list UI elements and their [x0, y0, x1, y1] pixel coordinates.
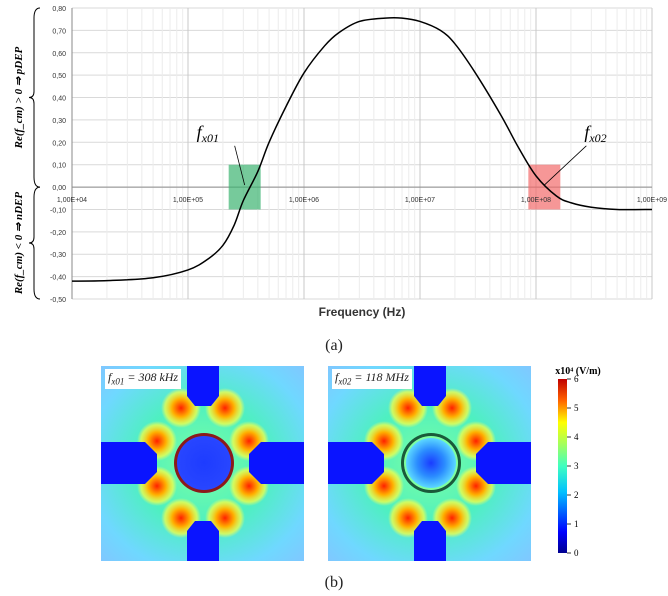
annotation-label-2: fx02	[584, 122, 606, 145]
cell-core	[406, 438, 456, 488]
y-tick-label: 0,30	[52, 118, 66, 125]
x-tick-label: 1,00E+04	[57, 197, 87, 204]
dep-spectrum-chart: -0,50 -0,40 -0,30 -0,20 -0,10 0,00 0,10 0,20 0,3…	[13, 6, 667, 319]
annotation-box-1	[228, 164, 261, 210]
y-tick-label: 0,70	[52, 28, 66, 35]
x-tick-label: 1,00E+06	[289, 197, 319, 204]
chart-grid	[71, 7, 653, 300]
colorbar-ticks: 0 1 2 3 4 5 6	[567, 374, 579, 558]
x-tick-label: 1,00E+05	[173, 197, 203, 204]
field-map-1: fx01 = 308 kHz	[101, 366, 304, 561]
tick-labels: -0,50 -0,40 -0,30 -0,20 -0,10 0,00 0,10 0,20 0,3…	[50, 6, 667, 304]
colorbar-tick-label: 5	[574, 403, 579, 413]
colorbar-tick-label: 1	[574, 519, 579, 529]
x-tick-label: 1,00E+09	[637, 197, 667, 204]
series-line	[71, 16, 653, 282]
negative-brace	[28, 186, 41, 300]
y-tick-label: 0,10	[52, 163, 66, 170]
x-tick-label: 1,00E+07	[405, 197, 435, 204]
colorbar: x10⁴ (V/m) 0 1 2 3 4 5 6	[555, 366, 601, 558]
y-tick-label: 0,50	[52, 73, 66, 80]
y-tick-label: 0,20	[52, 140, 66, 147]
x-tick-label: 1,00E+08	[521, 197, 551, 204]
colorbar-tick-label: 0	[574, 548, 579, 558]
data-curve	[71, 16, 653, 282]
y-tick-label: -0,20	[50, 230, 66, 237]
annotation-label-1: fx01	[197, 122, 219, 145]
y-tick-label: -0,50	[50, 297, 66, 304]
y-tick-label: -0,40	[50, 275, 66, 282]
electrodes	[101, 366, 304, 561]
y-tick-label: 0,60	[52, 51, 66, 58]
cell-core	[177, 436, 231, 490]
annotation-arrow-1	[234, 145, 246, 186]
annotation-arrow-2	[544, 145, 587, 186]
field-map-1-graphic	[101, 366, 304, 561]
colorbar-tick-label: 3	[574, 461, 579, 471]
y-label-positive: Re(f_cm) > 0 ⇒ pDEP	[13, 46, 25, 149]
field-map-2: fx02 = 118 MHz	[328, 366, 531, 561]
colorbar-title: x10⁴ (V/m)	[555, 366, 601, 377]
y-axis-labels: Re(f_cm) > 0 ⇒ pDEP Re(f_cm) < 0 ⇒ nDEP	[13, 7, 41, 300]
panel-label-a: (a)	[325, 337, 343, 354]
chart-axes	[71, 8, 652, 299]
field-map-2-label: fx02 = 118 MHz	[332, 369, 412, 390]
field-map-2-graphic	[328, 366, 531, 561]
annotation-labels: fx01 fx02	[197, 122, 607, 186]
colorbar-tick-label: 6	[574, 374, 579, 384]
positive-brace	[28, 7, 41, 188]
field-map-1-label: fx01 = 308 kHz	[105, 369, 182, 390]
x-axis-label: Frequency (Hz)	[319, 305, 406, 319]
y-tick-label: -0,10	[50, 207, 66, 214]
electrodes	[328, 366, 531, 561]
colorbar-gradient	[558, 379, 567, 553]
y-tick-label: 0,00	[52, 185, 66, 192]
y-tick-label: 0,40	[52, 96, 66, 103]
panel-label-b: (b)	[324, 574, 344, 591]
y-tick-label: 0,80	[52, 6, 66, 13]
y-label-negative: Re(f_cm) < 0 ⇒ nDEP	[13, 192, 25, 296]
colorbar-tick-label: 4	[574, 432, 579, 442]
y-tick-label: -0,30	[50, 252, 66, 259]
colorbar-tick-label: 2	[574, 490, 579, 500]
